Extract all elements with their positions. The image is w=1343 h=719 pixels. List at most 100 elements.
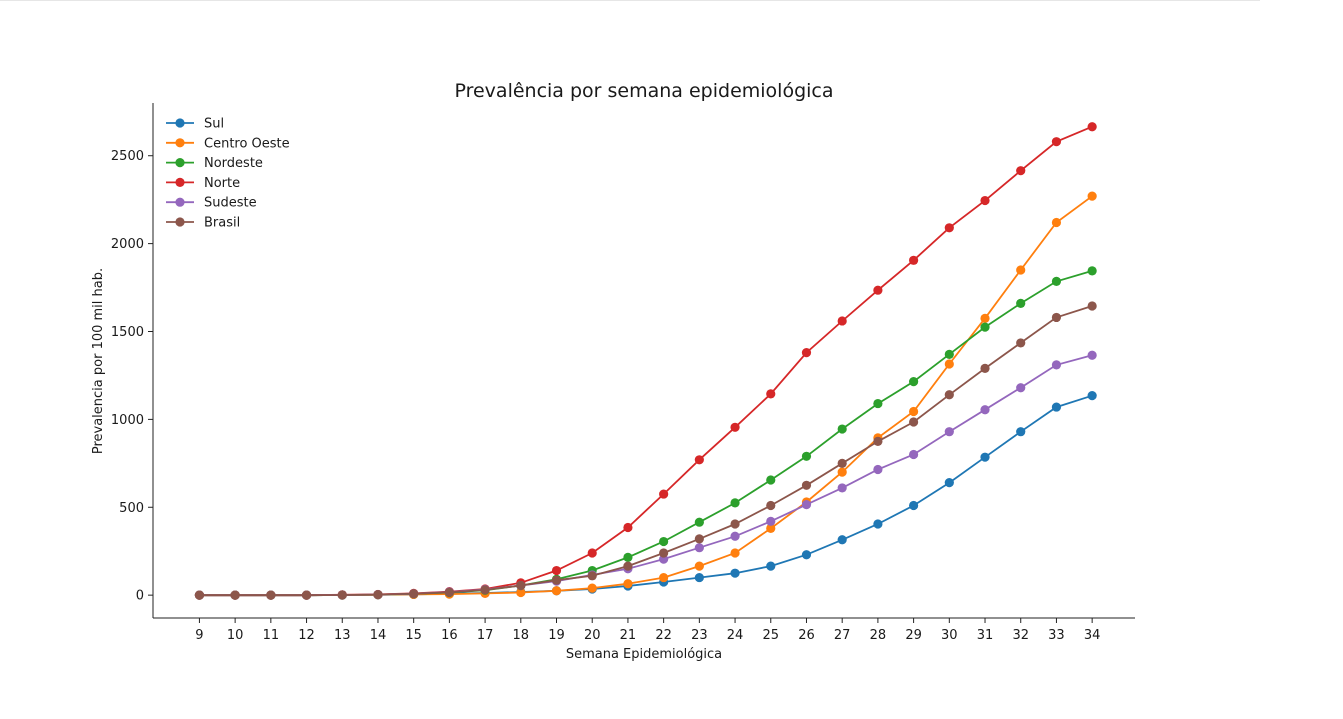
legend-marker: [175, 177, 185, 187]
data-point: [873, 285, 883, 295]
x-tick-label: 32: [1012, 628, 1029, 643]
data-point: [694, 561, 704, 571]
data-point: [766, 389, 776, 399]
legend-label: Brasil: [204, 216, 240, 231]
data-point: [801, 451, 812, 461]
data-point: [909, 417, 919, 427]
legend-label: Sudeste: [204, 196, 257, 211]
x-tick-label: 28: [870, 628, 887, 643]
series-brasil: [194, 301, 1097, 600]
data-point: [623, 522, 633, 533]
data-point: [623, 579, 633, 589]
x-tick-label: 21: [620, 628, 637, 643]
data-point: [1016, 298, 1026, 308]
data-point: [444, 587, 454, 597]
data-point: [1016, 166, 1026, 176]
x-axis-label: Semana Epidemiológica: [566, 647, 722, 662]
data-point: [980, 452, 990, 462]
x-tick-label: 31: [977, 628, 994, 643]
series-nordeste: [194, 266, 1097, 600]
data-point: [1087, 301, 1097, 311]
x-tick-label: 11: [263, 628, 280, 643]
data-point: [1087, 266, 1097, 276]
legend-marker: [175, 118, 185, 128]
data-point: [980, 195, 990, 206]
legend-marker: [175, 138, 185, 148]
data-point: [551, 586, 562, 596]
legend-marker: [175, 158, 185, 168]
series-centro-oeste: [194, 191, 1097, 600]
data-point: [766, 475, 776, 485]
data-point: [730, 531, 740, 541]
x-tick-label: 29: [905, 628, 922, 643]
data-point: [1016, 265, 1026, 275]
data-point: [1051, 276, 1062, 287]
x-tick-label: 20: [584, 628, 601, 643]
x-tick-label: 23: [691, 628, 708, 643]
x-tick-label: 34: [1084, 628, 1101, 643]
data-point: [694, 543, 704, 553]
data-point: [730, 422, 740, 432]
data-point: [730, 568, 740, 578]
data-point: [1051, 137, 1062, 147]
series-line: [199, 125, 1093, 597]
data-point: [766, 500, 776, 511]
legend-entry: Centro Oeste: [166, 136, 290, 151]
data-point: [659, 548, 669, 558]
data-point: [837, 458, 847, 468]
data-point: [873, 398, 883, 409]
data-point: [944, 478, 954, 488]
data-point: [1087, 191, 1097, 201]
data-point: [516, 587, 526, 598]
x-tick-label: 16: [441, 628, 458, 643]
data-point: [1087, 391, 1097, 401]
data-point: [587, 583, 597, 593]
data-point: [1051, 217, 1062, 228]
data-point: [230, 590, 240, 600]
data-point: [944, 359, 954, 369]
series-sudeste: [194, 350, 1097, 600]
legend-entry: Norte: [166, 176, 240, 191]
data-point: [801, 500, 812, 510]
data-point: [909, 406, 919, 417]
data-point: [730, 548, 740, 558]
data-point: [1016, 427, 1026, 437]
data-point: [659, 572, 669, 583]
y-tick-label: 500: [119, 501, 144, 516]
data-point: [409, 589, 419, 599]
legend-entry: Nordeste: [166, 156, 263, 171]
data-point: [1087, 350, 1097, 360]
x-tick-label: 18: [513, 628, 530, 643]
data-point: [980, 322, 990, 332]
data-point: [873, 436, 883, 446]
data-point: [480, 585, 490, 595]
x-tick-label: 25: [762, 628, 779, 643]
legend-marker: [175, 217, 185, 227]
data-point: [1051, 402, 1062, 412]
data-point: [837, 467, 847, 477]
data-point: [337, 590, 347, 600]
data-point: [909, 500, 919, 511]
legend-marker: [175, 197, 185, 207]
x-tick-label: 12: [298, 628, 315, 643]
data-point: [801, 550, 812, 560]
data-point: [980, 405, 990, 415]
x-tick-label: 33: [1048, 628, 1065, 643]
data-point: [837, 316, 847, 326]
data-point: [801, 480, 812, 490]
data-point: [1016, 383, 1026, 393]
data-point: [873, 519, 883, 529]
data-point: [1016, 338, 1026, 348]
series-sul: [194, 391, 1097, 600]
x-tick-label: 30: [941, 628, 958, 643]
y-tick-label: 2000: [111, 237, 144, 252]
legend: Sul Centro Oeste Nordeste Norte Sudeste Brasi…: [166, 117, 290, 231]
data-point: [873, 464, 883, 475]
data-point: [587, 548, 597, 558]
data-point: [694, 572, 704, 583]
data-point: [659, 489, 669, 499]
data-point: [587, 571, 597, 581]
x-tick-label: 17: [477, 628, 494, 643]
legend-label: Centro Oeste: [204, 136, 290, 151]
legend-label: Nordeste: [204, 156, 263, 171]
